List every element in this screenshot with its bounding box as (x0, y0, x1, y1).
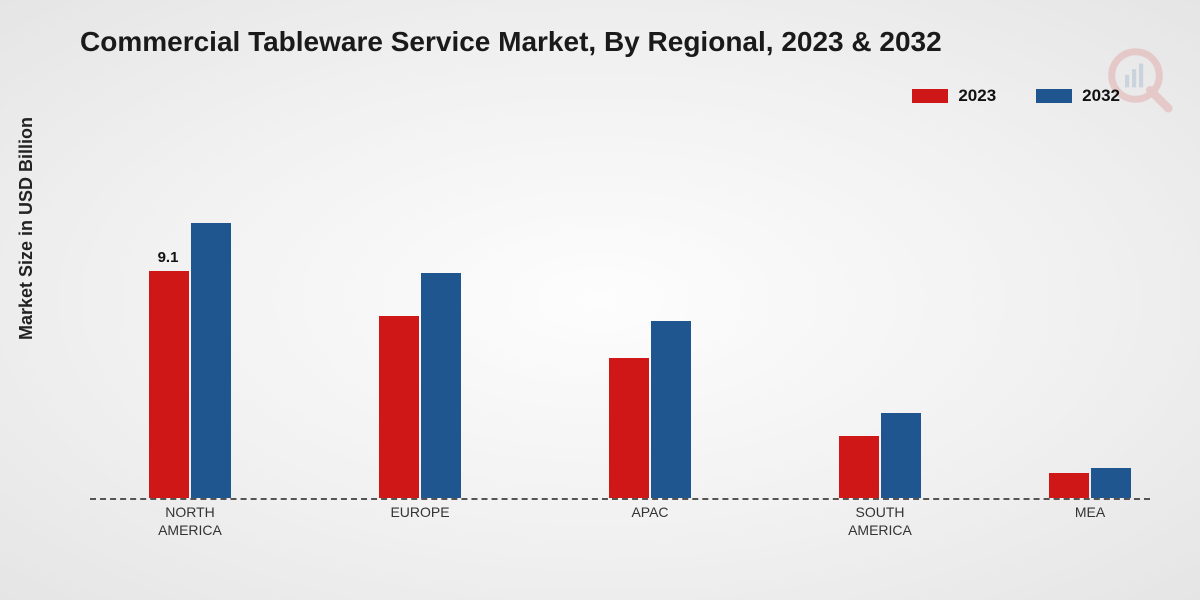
bar (651, 321, 691, 499)
bar-group (835, 413, 925, 498)
category-labels: NORTHAMERICA EUROPE APAC SOUTHAMERICA MEA (90, 504, 1150, 554)
category-label: NORTHAMERICA (130, 504, 250, 539)
bar (379, 316, 419, 499)
bar (609, 358, 649, 498)
bar (421, 273, 461, 498)
bar (881, 413, 921, 498)
category-label: MEA (1030, 504, 1150, 522)
bar-group (375, 273, 465, 498)
legend-item-2032: 2032 (1036, 86, 1120, 106)
legend-label-2023: 2023 (958, 86, 996, 106)
bar: 9.1 (149, 271, 189, 499)
bar (191, 223, 231, 498)
bar (1091, 468, 1131, 498)
category-label: APAC (590, 504, 710, 522)
category-label: EUROPE (360, 504, 480, 522)
y-axis-label: Market Size in USD Billion (16, 117, 37, 340)
legend-item-2023: 2023 (912, 86, 996, 106)
legend: 2023 2032 (912, 86, 1120, 106)
plot-area: 9.1 (90, 150, 1150, 500)
bar (1049, 473, 1089, 498)
legend-swatch-2023 (912, 89, 948, 103)
chart-title: Commercial Tableware Service Market, By … (80, 26, 942, 58)
bar-value-label: 9.1 (145, 249, 191, 266)
bar-group (1045, 468, 1135, 498)
bar-group (605, 321, 695, 499)
bar (839, 436, 879, 499)
legend-label-2032: 2032 (1082, 86, 1120, 106)
category-label: SOUTHAMERICA (820, 504, 940, 539)
bar-group: 9.1 (145, 223, 235, 498)
legend-swatch-2032 (1036, 89, 1072, 103)
